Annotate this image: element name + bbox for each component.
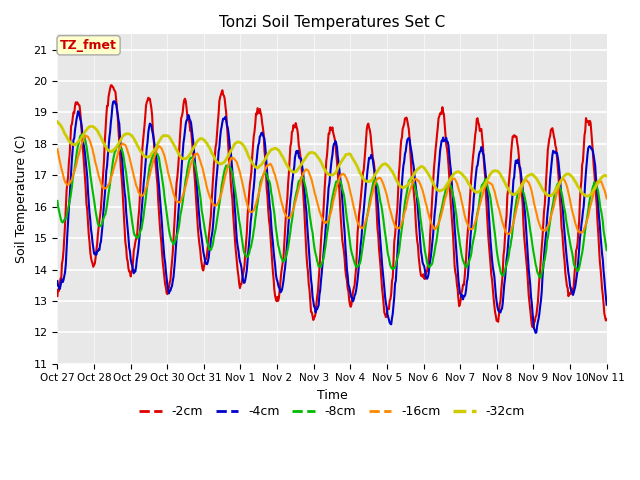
-32cm	[176, 153, 184, 158]
-2cm	[54, 293, 61, 299]
-16cm	[205, 193, 213, 199]
-2cm	[205, 227, 213, 232]
Line: -8cm: -8cm	[58, 135, 607, 278]
-32cm	[399, 185, 406, 191]
-2cm	[63, 180, 71, 185]
-8cm	[79, 132, 86, 138]
-8cm	[54, 198, 61, 204]
-4cm	[177, 184, 184, 190]
-32cm	[54, 119, 61, 125]
Line: -32cm: -32cm	[58, 122, 607, 196]
Line: -2cm: -2cm	[58, 85, 607, 327]
-4cm	[603, 302, 611, 308]
-16cm	[399, 215, 407, 220]
-8cm	[399, 212, 407, 218]
Legend: -2cm, -4cm, -8cm, -16cm, -32cm: -2cm, -4cm, -8cm, -16cm, -32cm	[134, 400, 530, 423]
-2cm	[529, 324, 536, 330]
-32cm	[120, 132, 128, 138]
-8cm	[177, 212, 184, 217]
-4cm	[205, 248, 213, 253]
-16cm	[415, 180, 423, 186]
-8cm	[63, 210, 71, 216]
-16cm	[603, 195, 611, 201]
-8cm	[121, 161, 129, 167]
-4cm	[63, 231, 71, 237]
-32cm	[63, 135, 71, 141]
X-axis label: Time: Time	[317, 389, 348, 402]
-8cm	[205, 246, 213, 252]
Line: -16cm: -16cm	[58, 136, 607, 234]
-4cm	[121, 190, 129, 195]
-4cm	[415, 227, 423, 233]
-2cm	[177, 128, 184, 134]
Title: Tonzi Soil Temperatures Set C: Tonzi Soil Temperatures Set C	[219, 15, 445, 30]
Line: -4cm: -4cm	[58, 101, 607, 333]
-16cm	[63, 182, 71, 188]
-16cm	[177, 199, 184, 205]
-4cm	[110, 98, 118, 104]
-32cm	[205, 144, 212, 149]
-32cm	[603, 173, 611, 179]
-8cm	[537, 275, 545, 281]
-2cm	[399, 123, 407, 129]
-4cm	[532, 330, 540, 336]
-2cm	[415, 262, 423, 267]
-2cm	[108, 83, 115, 88]
-4cm	[399, 162, 407, 168]
Y-axis label: Soil Temperature (C): Soil Temperature (C)	[15, 134, 28, 263]
-32cm	[582, 193, 590, 199]
-16cm	[82, 133, 90, 139]
-2cm	[121, 227, 129, 233]
-8cm	[415, 205, 423, 211]
-32cm	[415, 166, 422, 171]
Text: TZ_fmet: TZ_fmet	[60, 39, 117, 52]
-4cm	[54, 278, 61, 284]
-2cm	[603, 317, 611, 323]
-16cm	[121, 142, 129, 147]
-16cm	[505, 231, 513, 237]
-16cm	[54, 146, 61, 152]
-8cm	[603, 247, 611, 253]
